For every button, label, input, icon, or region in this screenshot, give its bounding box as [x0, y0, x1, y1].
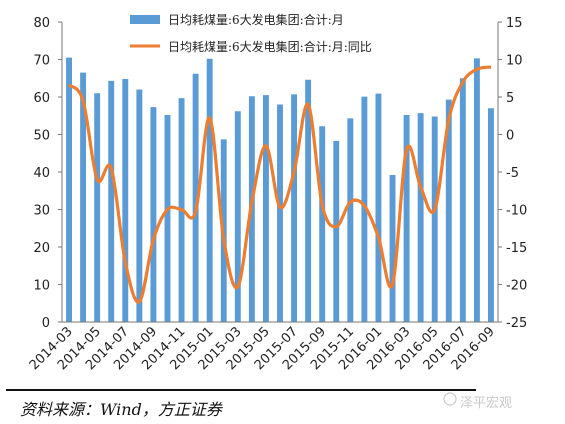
bar — [291, 94, 298, 322]
y-tick-label-left: 40 — [33, 166, 50, 181]
y-tick-label-left: 20 — [33, 241, 50, 256]
y-tick-label-left: 0 — [42, 316, 50, 331]
bar — [403, 115, 410, 322]
bar — [347, 118, 354, 322]
y-tick-label-left: 50 — [33, 129, 50, 144]
series-line — [67, 65, 492, 304]
bar — [305, 79, 312, 322]
bar — [150, 107, 157, 322]
bar — [136, 89, 143, 322]
y-axis-right: -25 -20 -15 -10 -5 0 5 10 15 — [497, 16, 527, 331]
source-note: 资料来源：Wind，方正证券 — [20, 400, 222, 419]
y-tick-label-left: 10 — [33, 279, 50, 294]
legend: 日均耗煤量:6大发电集团:合计:月 日均耗煤量:6大发电集团:合计:月:同比 — [130, 12, 372, 54]
y-tick-label-left: 80 — [33, 16, 50, 31]
bar — [417, 113, 424, 322]
bar — [361, 96, 368, 322]
bar — [206, 58, 213, 322]
y-tick-label-right: -5 — [506, 166, 519, 181]
legend-bar-swatch — [130, 15, 160, 24]
legend-bar-label: 日均耗煤量:6大发电集团:合计:月 — [168, 12, 344, 27]
bar — [459, 78, 466, 322]
y-tick-label-right: 15 — [506, 16, 523, 31]
bar — [80, 72, 87, 322]
bar — [333, 140, 340, 322]
bar — [488, 108, 494, 322]
bar — [164, 115, 171, 322]
bar — [319, 126, 326, 322]
bar — [122, 79, 129, 322]
bar — [234, 111, 241, 322]
y-axis-left: 0 10 20 30 40 50 60 70 80 — [33, 16, 63, 331]
watermark: 泽平宏观 — [460, 396, 513, 411]
y-tick-label-left: 30 — [33, 204, 50, 219]
bar — [431, 116, 438, 322]
y-tick-label-right: 10 — [506, 54, 523, 69]
bar — [375, 93, 382, 322]
wechat-icon — [443, 392, 457, 406]
y-tick-label-right: -15 — [506, 241, 527, 256]
legend-line-label: 日均耗煤量:6大发电集团:合计:月:同比 — [168, 39, 372, 54]
source-divider — [6, 389, 476, 391]
y-tick-label-right: -25 — [506, 316, 527, 331]
y-tick-label-left: 60 — [33, 91, 50, 106]
bar — [445, 99, 452, 322]
line-series — [67, 65, 492, 304]
bar — [192, 73, 199, 322]
bar — [277, 104, 283, 322]
y-tick-label-right: 0 — [506, 129, 514, 144]
bar — [108, 80, 115, 322]
y-tick-label-right: 5 — [506, 91, 514, 106]
x-axis: 2014-032014-052014-072014-092014-112015-… — [27, 321, 498, 373]
y-tick-label-right: -10 — [506, 204, 527, 219]
bar — [66, 57, 72, 322]
y-tick-label-right: -20 — [506, 279, 527, 294]
bar — [94, 93, 101, 322]
bar — [473, 58, 480, 322]
y-tick-label-left: 70 — [33, 54, 50, 69]
bar — [262, 95, 269, 322]
bar — [389, 175, 396, 322]
